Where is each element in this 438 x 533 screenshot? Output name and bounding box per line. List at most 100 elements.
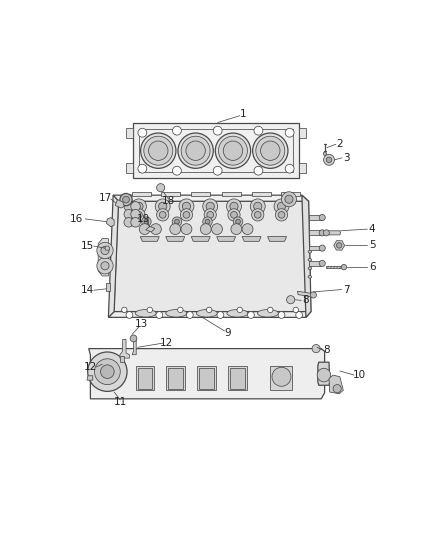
Text: 17: 17 xyxy=(99,193,112,203)
Polygon shape xyxy=(325,231,341,235)
Circle shape xyxy=(203,217,212,227)
Bar xyxy=(299,163,306,173)
Ellipse shape xyxy=(308,276,311,278)
Circle shape xyxy=(88,352,127,391)
Bar xyxy=(166,366,185,390)
Polygon shape xyxy=(88,349,325,399)
Circle shape xyxy=(141,217,151,227)
Circle shape xyxy=(97,243,113,259)
Ellipse shape xyxy=(308,259,311,261)
Circle shape xyxy=(124,209,134,219)
Bar xyxy=(161,192,180,196)
Circle shape xyxy=(254,212,261,218)
Circle shape xyxy=(170,224,181,235)
Circle shape xyxy=(323,230,329,236)
Polygon shape xyxy=(133,123,299,178)
Circle shape xyxy=(95,359,120,385)
Circle shape xyxy=(101,262,109,270)
Circle shape xyxy=(141,133,176,168)
Ellipse shape xyxy=(227,310,248,317)
Circle shape xyxy=(336,243,342,248)
Text: 2: 2 xyxy=(336,139,343,149)
Circle shape xyxy=(219,136,247,165)
Circle shape xyxy=(326,157,332,163)
Bar xyxy=(126,163,133,173)
Polygon shape xyxy=(120,340,130,358)
Bar xyxy=(135,366,154,390)
Bar xyxy=(138,368,152,389)
Circle shape xyxy=(144,219,149,224)
Circle shape xyxy=(215,133,251,168)
Circle shape xyxy=(204,209,216,221)
Circle shape xyxy=(207,212,214,218)
Circle shape xyxy=(126,312,133,318)
Circle shape xyxy=(130,335,137,342)
Polygon shape xyxy=(191,237,210,241)
Text: 7: 7 xyxy=(343,285,350,295)
Circle shape xyxy=(319,230,325,236)
Polygon shape xyxy=(166,237,185,241)
Circle shape xyxy=(155,199,170,214)
Polygon shape xyxy=(105,246,110,250)
Polygon shape xyxy=(297,291,314,297)
Circle shape xyxy=(217,312,224,318)
Circle shape xyxy=(256,136,285,165)
Circle shape xyxy=(228,209,240,221)
Text: 10: 10 xyxy=(353,370,366,380)
Circle shape xyxy=(206,307,212,313)
Circle shape xyxy=(323,152,327,156)
Circle shape xyxy=(120,193,132,206)
Circle shape xyxy=(173,126,181,135)
Circle shape xyxy=(124,217,134,227)
Bar xyxy=(106,283,110,291)
Polygon shape xyxy=(108,312,311,317)
Circle shape xyxy=(123,196,130,203)
Polygon shape xyxy=(106,217,114,227)
Circle shape xyxy=(341,264,346,270)
Text: 5: 5 xyxy=(369,240,375,251)
Text: 14: 14 xyxy=(80,285,94,295)
Circle shape xyxy=(261,141,280,160)
Circle shape xyxy=(236,219,240,224)
Text: 9: 9 xyxy=(225,328,231,338)
Polygon shape xyxy=(242,237,261,241)
Circle shape xyxy=(278,312,285,318)
Circle shape xyxy=(131,199,146,214)
Circle shape xyxy=(206,202,214,211)
Circle shape xyxy=(233,217,243,227)
Text: 19: 19 xyxy=(137,214,150,224)
Circle shape xyxy=(254,202,262,211)
Circle shape xyxy=(276,209,288,221)
Circle shape xyxy=(151,224,161,235)
Polygon shape xyxy=(108,195,119,317)
Circle shape xyxy=(144,136,173,165)
Bar xyxy=(139,130,293,172)
Circle shape xyxy=(293,307,298,313)
Bar xyxy=(270,366,292,390)
Circle shape xyxy=(253,133,288,168)
Circle shape xyxy=(178,133,213,168)
Text: 8: 8 xyxy=(302,295,309,305)
Circle shape xyxy=(178,307,183,313)
Polygon shape xyxy=(132,340,136,354)
Bar xyxy=(299,128,306,139)
Circle shape xyxy=(179,199,194,214)
Bar xyxy=(309,246,321,251)
Circle shape xyxy=(231,224,242,235)
Bar xyxy=(309,261,321,266)
Bar xyxy=(281,192,300,196)
Circle shape xyxy=(274,199,289,214)
Circle shape xyxy=(147,307,152,313)
Text: 8: 8 xyxy=(323,345,330,355)
Polygon shape xyxy=(113,195,309,201)
Text: 11: 11 xyxy=(113,397,127,407)
Ellipse shape xyxy=(166,310,187,317)
Text: 6: 6 xyxy=(369,262,375,272)
Circle shape xyxy=(272,367,291,386)
Polygon shape xyxy=(302,195,311,317)
Ellipse shape xyxy=(308,251,311,253)
Circle shape xyxy=(319,260,325,266)
Bar xyxy=(191,192,210,196)
Circle shape xyxy=(181,136,210,165)
Circle shape xyxy=(285,195,293,203)
